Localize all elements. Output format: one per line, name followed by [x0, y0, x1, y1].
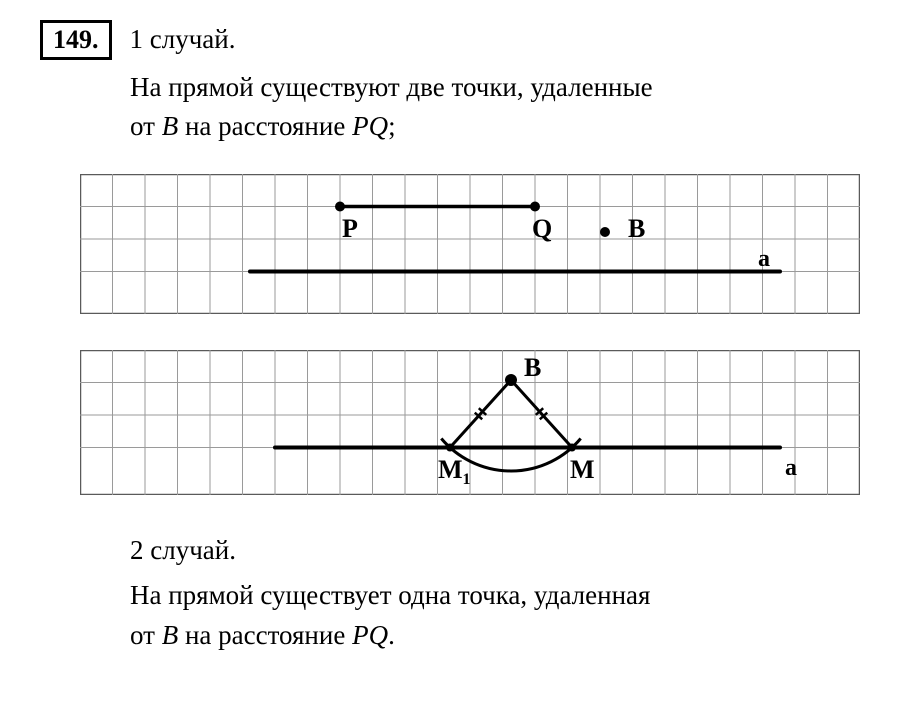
svg-text:P: P: [342, 214, 358, 243]
svg-text:Q: Q: [532, 214, 552, 243]
case1-B: B: [162, 111, 179, 141]
case2-line2-mid: на расстояние: [178, 620, 352, 650]
case2-B: B: [162, 620, 179, 650]
case1-label: 1 случай.: [130, 24, 236, 55]
problem-number: 149.: [40, 20, 112, 60]
diagram-1: P Q Ba: [80, 174, 869, 314]
svg-text:a: a: [785, 455, 797, 481]
case2-line2-prefix: от: [130, 620, 162, 650]
case1-line1: На прямой существуют две точки, удаленны…: [130, 72, 653, 102]
case2-label: 2 случай.: [130, 535, 236, 565]
diagram-2: BM1Ma: [80, 350, 869, 495]
case2-text: На прямой существует одна точка, удаленн…: [130, 576, 849, 654]
case1-line2-suffix: ;: [388, 111, 396, 141]
case2-line2-suffix: .: [388, 620, 395, 650]
svg-text:B: B: [628, 214, 645, 243]
svg-text:B: B: [524, 353, 541, 382]
case1-line2-mid: на расстояние: [178, 111, 352, 141]
case1-text: На прямой существуют две точки, удаленны…: [130, 68, 849, 146]
case2-PQ: PQ: [352, 620, 388, 650]
case2-line1: На прямой существует одна точка, удаленн…: [130, 580, 650, 610]
svg-text:M: M: [570, 455, 595, 484]
case1-line2-prefix: от: [130, 111, 162, 141]
case1-PQ: PQ: [352, 111, 388, 141]
svg-text:a: a: [758, 246, 770, 272]
